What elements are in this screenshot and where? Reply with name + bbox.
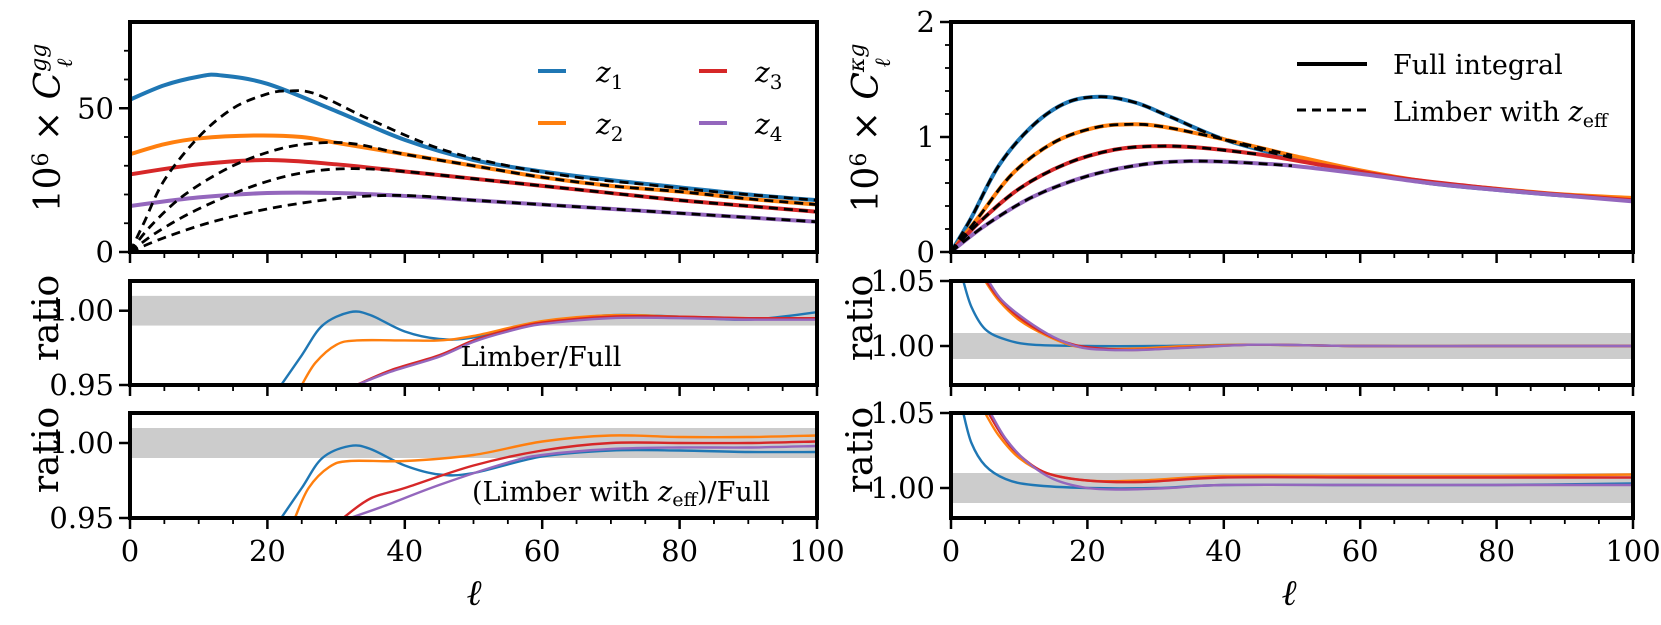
- ratio-band: [130, 295, 817, 326]
- y-tick-label: 1.00: [870, 471, 935, 505]
- y-tick-label: 50: [77, 91, 114, 125]
- legend-entry-z2: z2: [538, 108, 624, 146]
- y-tick-label: 1.05: [870, 264, 935, 298]
- legend-z: z1 z2 z3 z4: [538, 56, 783, 146]
- panel-ratio_kg_1: 1.00 1.05: [870, 264, 1635, 396]
- plot-area-ratio_kg_2: [951, 413, 1633, 503]
- series-line-z3-limber-with-z-eff: [951, 144, 1259, 252]
- right-top-ylabel: 106 × Cκgℓ: [845, 44, 896, 213]
- y-tick-label: 0.95: [49, 501, 114, 535]
- panel-ratio_gg_2: 0 20 40 60 80 100 0.95 1.00: [49, 411, 845, 568]
- plot-area-ratio_kg_1: [951, 281, 1633, 359]
- x-tick-label: 0: [942, 534, 960, 568]
- series-line-z3: [356, 314, 817, 385]
- x-tick-label: 20: [249, 534, 286, 568]
- series-line-z2-limber-with-z-eff: [130, 140, 817, 252]
- panel-ckg: 0 1 2: [917, 5, 1635, 269]
- y-tick-label: 0: [96, 235, 114, 269]
- panel-ratio_kg_2: 0 20 40 60 80 100 1.00 1.05: [870, 396, 1660, 568]
- series-line-z4: [989, 413, 1633, 491]
- series-line-z2: [984, 413, 1633, 483]
- xlabel-left: ℓ: [467, 573, 482, 614]
- y-tick-label: 0: [917, 235, 935, 269]
- y-tick-label: 1: [917, 120, 935, 154]
- legend-entry-z4: z4: [699, 108, 783, 146]
- x-tick-label: 40: [1205, 534, 1242, 568]
- panel-ratio_gg_1: 0.95 1.00: [49, 279, 819, 402]
- series-line-z4-limber-with-z-eff: [951, 159, 1293, 252]
- y-tick-label: 2: [917, 5, 935, 39]
- x-tick-label: 60: [524, 534, 561, 568]
- x-tick-label: 60: [1342, 534, 1379, 568]
- plot-area-ratio_gg_1: [130, 295, 817, 385]
- legend-label-z4: z4: [754, 108, 783, 146]
- series-line-z3: [987, 413, 1633, 484]
- ratio-ylabel-left-2: ratio: [26, 407, 67, 493]
- x-tick-label: 80: [1478, 534, 1515, 568]
- plot-area-ratio_gg_2: [130, 428, 817, 518]
- series-line-z1-limber-with-z-eff: [951, 95, 1293, 252]
- x-tick-label: 100: [789, 534, 844, 568]
- y-tick-label: 1.00: [49, 426, 114, 460]
- legend-label-z1: z1: [595, 56, 624, 94]
- series-line-z2-limber-with-z-eff: [951, 122, 1293, 252]
- ratio-ylabel-right-2: ratio: [840, 407, 881, 493]
- legend-style: Full integral Limber with zeff: [1297, 50, 1609, 132]
- y-tick-label: 0.95: [49, 368, 114, 402]
- series-line-z3: [342, 440, 817, 518]
- ratio-ylabel-left-1: ratio: [26, 275, 67, 361]
- y-tick-label: 1.00: [49, 294, 114, 328]
- series-line-z3-full-integral: [951, 144, 1633, 252]
- legend-label-limber: Limber with zeff: [1393, 97, 1609, 132]
- xlabel-right: ℓ: [1282, 573, 1297, 614]
- series-line-z4-limber-with-z-eff: [130, 194, 817, 252]
- x-tick-label: 0: [121, 534, 139, 568]
- panel-cgg: 0 50: [77, 20, 819, 269]
- series-line-z4-full-integral: [951, 159, 1633, 252]
- y-tick-label: 1.00: [870, 329, 935, 363]
- plot-area-ckg: [951, 94, 1633, 252]
- x-tick-label: 80: [661, 534, 698, 568]
- annotation-limber-zeff-full: (Limber with zeff)/Full: [472, 477, 770, 511]
- x-tick-label: 100: [1605, 534, 1660, 568]
- series-line-z4: [356, 316, 817, 385]
- legend-label-z3: z3: [754, 56, 783, 94]
- legend-label-full-integral: Full integral: [1393, 50, 1563, 81]
- legend-entry-z3: z3: [699, 56, 783, 94]
- x-tick-label: 40: [386, 534, 423, 568]
- ratio-ylabel-right-1: ratio: [840, 275, 881, 361]
- series-line-z4: [349, 444, 817, 518]
- left-top-ylabel: 106 × Cggℓ: [27, 44, 78, 213]
- annotation-limber-full: Limber/Full: [461, 342, 622, 373]
- y-tick-label: 1.05: [870, 396, 935, 430]
- series-line-z1-limber-with-z-eff: [130, 89, 817, 252]
- series-line-z2: [293, 434, 817, 518]
- legend-label-z2: z2: [595, 108, 624, 146]
- legend-entry-z1: z1: [538, 56, 624, 94]
- series-line-z4: [987, 281, 1633, 352]
- x-tick-label: 20: [1069, 534, 1106, 568]
- series-line-z3-limber-with-z-eff: [130, 167, 817, 252]
- plot-area-cgg: [130, 72, 817, 252]
